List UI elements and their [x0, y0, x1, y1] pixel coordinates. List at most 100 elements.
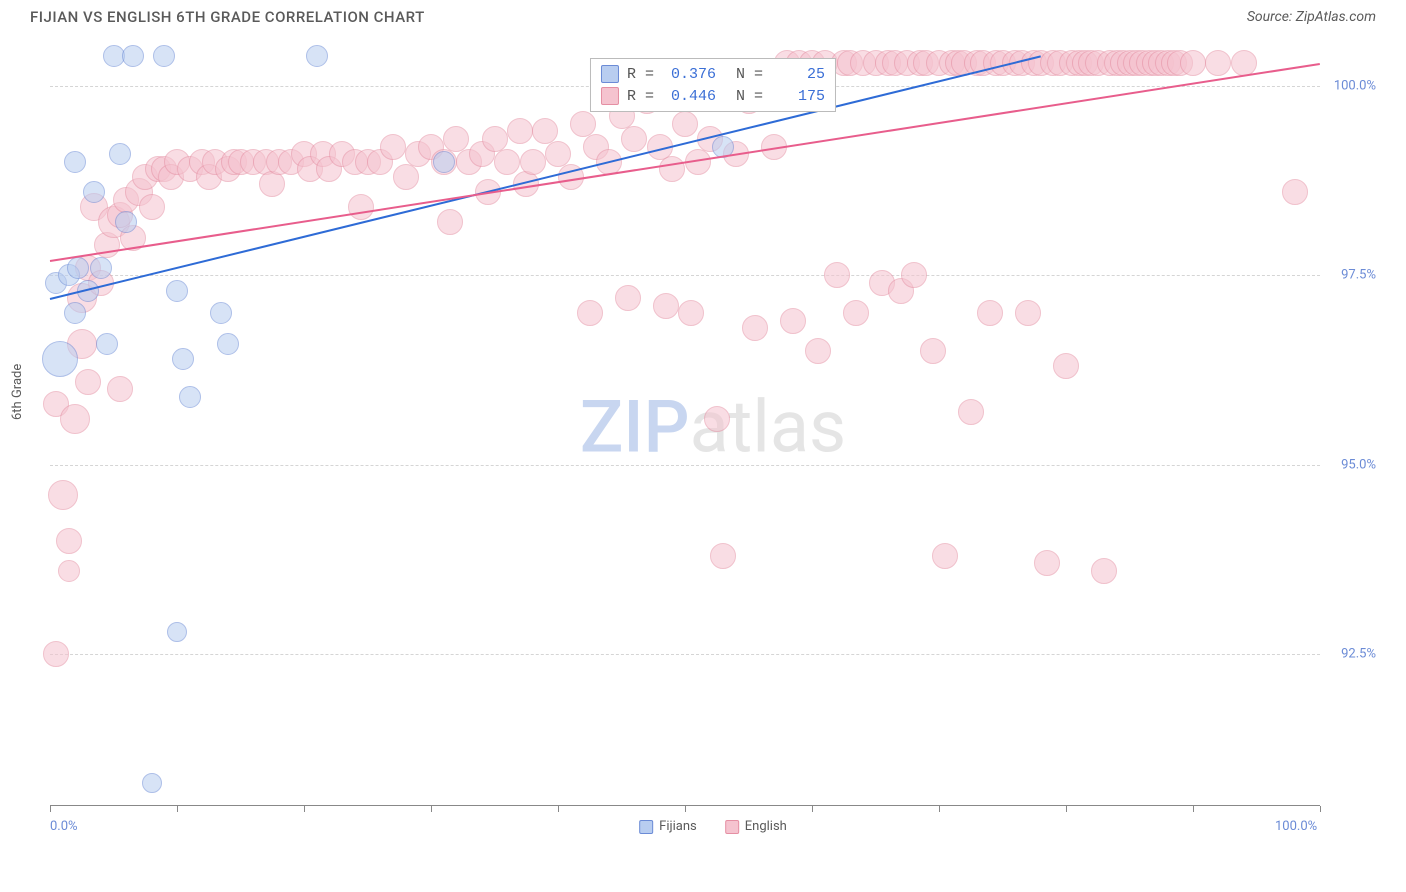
- r-label: R =: [627, 88, 654, 105]
- scatter-point: [1180, 50, 1206, 76]
- legend-row: R = 0.376 N = 25: [601, 63, 825, 85]
- x-tick-mark: [177, 806, 178, 812]
- scatter-point: [96, 333, 118, 355]
- scatter-point: [742, 315, 768, 341]
- scatter-point: [437, 209, 463, 235]
- scatter-point: [977, 300, 1003, 326]
- legend-label: English: [745, 819, 787, 834]
- scatter-point: [210, 302, 232, 324]
- scatter-point: [843, 300, 869, 326]
- scatter-point: [433, 151, 455, 173]
- y-tick-label: 92.5%: [1341, 647, 1376, 662]
- scatter-point: [615, 285, 641, 311]
- x-tick-mark: [939, 806, 940, 812]
- scatter-point: [42, 341, 78, 377]
- scatter-point: [115, 211, 137, 233]
- r-value: 0.446: [662, 88, 716, 105]
- scatter-point: [704, 406, 730, 432]
- scatter-point: [122, 45, 144, 67]
- scatter-point: [43, 641, 69, 667]
- scatter-point: [179, 386, 201, 408]
- scatter-point: [75, 369, 101, 395]
- scatter-plot: 92.5%95.0%97.5%100.0%0.0%100.0%ZIPatlasR…: [50, 48, 1376, 806]
- y-tick-label: 97.5%: [1341, 268, 1376, 283]
- scatter-point: [58, 560, 80, 582]
- scatter-point: [172, 348, 194, 370]
- scatter-point: [153, 45, 175, 67]
- gridline: [50, 654, 1320, 655]
- scatter-point: [507, 118, 533, 144]
- x-tick-mark: [50, 806, 51, 812]
- y-tick-label: 100.0%: [1334, 78, 1376, 93]
- scatter-point: [393, 164, 419, 190]
- legend-swatch: [601, 87, 619, 105]
- gridline: [50, 465, 1320, 466]
- scatter-point: [1205, 50, 1231, 76]
- scatter-point: [621, 126, 647, 152]
- legend-item: English: [725, 819, 787, 834]
- legend-item: Fijians: [639, 819, 697, 834]
- scatter-point: [678, 300, 704, 326]
- scatter-point: [56, 528, 82, 554]
- y-axis-label: 6th Grade: [10, 364, 25, 420]
- scatter-point: [1091, 558, 1117, 584]
- source-attribution: Source: ZipAtlas.com: [1247, 9, 1376, 25]
- series-legend: Fijians English: [639, 819, 787, 834]
- n-label: N =: [736, 88, 763, 105]
- scatter-point: [167, 622, 187, 642]
- scatter-point: [64, 151, 86, 173]
- x-tick-mark: [685, 806, 686, 812]
- legend-label: Fijians: [659, 819, 697, 834]
- x-tick-mark: [304, 806, 305, 812]
- legend-swatch: [601, 65, 619, 83]
- x-tick-mark: [431, 806, 432, 812]
- scatter-point: [306, 45, 328, 67]
- scatter-point: [380, 134, 406, 160]
- gridline: [50, 275, 1320, 276]
- scatter-point: [348, 194, 374, 220]
- n-value: 175: [771, 88, 825, 105]
- scatter-point: [139, 194, 165, 220]
- chart-title: FIJIAN VS ENGLISH 6TH GRADE CORRELATION …: [30, 8, 425, 26]
- legend-swatch: [639, 820, 653, 834]
- scatter-point: [1015, 300, 1041, 326]
- x-tick-mark: [812, 806, 813, 812]
- scatter-point: [494, 149, 520, 175]
- scatter-point: [805, 338, 831, 364]
- scatter-point: [653, 293, 679, 319]
- n-value: 25: [771, 66, 825, 83]
- scatter-point: [920, 338, 946, 364]
- scatter-point: [67, 257, 89, 279]
- legend-row: R = 0.446 N = 175: [601, 85, 825, 107]
- legend-swatch: [725, 820, 739, 834]
- scatter-point: [577, 300, 603, 326]
- scatter-point: [259, 171, 285, 197]
- y-tick-label: 95.0%: [1341, 457, 1376, 472]
- n-label: N =: [736, 66, 763, 83]
- x-tick-label: 0.0%: [50, 819, 78, 834]
- scatter-point: [109, 143, 131, 165]
- scatter-point: [932, 543, 958, 569]
- scatter-point: [824, 262, 850, 288]
- scatter-point: [958, 399, 984, 425]
- scatter-point: [1282, 179, 1308, 205]
- scatter-point: [217, 333, 239, 355]
- scatter-point: [60, 404, 90, 434]
- scatter-point: [901, 262, 927, 288]
- scatter-point: [48, 480, 78, 510]
- r-label: R =: [627, 66, 654, 83]
- x-tick-label: 100.0%: [1275, 819, 1317, 834]
- scatter-point: [142, 773, 162, 793]
- scatter-point: [83, 181, 105, 203]
- scatter-point: [672, 111, 698, 137]
- scatter-point: [166, 280, 188, 302]
- x-tick-mark: [1193, 806, 1194, 812]
- scatter-point: [1034, 550, 1060, 576]
- scatter-point: [520, 149, 546, 175]
- scatter-point: [107, 376, 133, 402]
- x-tick-mark: [1066, 806, 1067, 812]
- scatter-point: [659, 156, 685, 182]
- x-tick-mark: [558, 806, 559, 812]
- correlation-legend: R = 0.376 N = 25 R = 0.446 N = 175: [590, 58, 836, 112]
- r-value: 0.376: [662, 66, 716, 83]
